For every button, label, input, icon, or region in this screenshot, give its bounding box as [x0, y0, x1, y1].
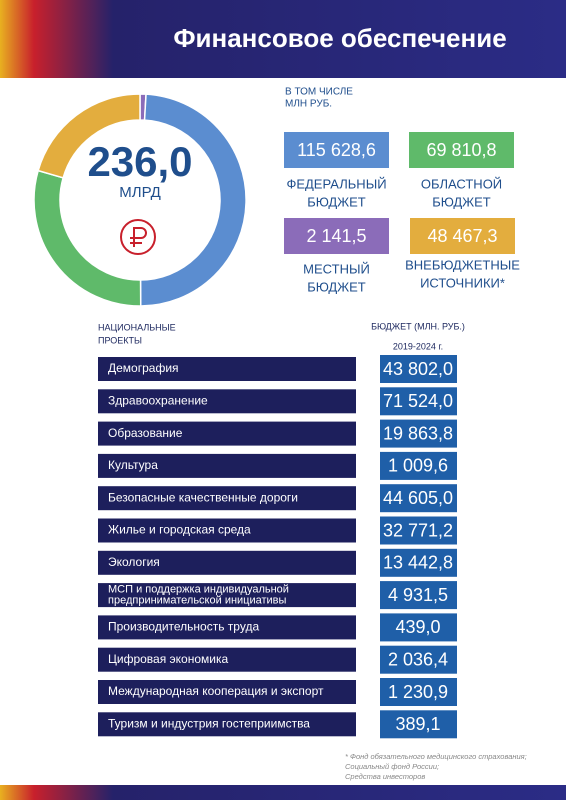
budget-cell: [380, 355, 457, 383]
project-bar: [98, 518, 356, 543]
project-name: Туризм и индустрия гостеприимства: [108, 716, 310, 730]
project-bar: [98, 680, 356, 704]
caption: МЛН РУБ.: [285, 99, 332, 110]
table-header: НАЦИОНАЛЬНЫЕ: [98, 322, 176, 332]
project-budget: 13 442,8: [383, 553, 453, 573]
project-bar: [98, 550, 356, 575]
budget-label: БЮДЖЕТ: [432, 194, 491, 209]
project-budget: 4 931,5: [388, 585, 448, 605]
project-name: Образование: [108, 426, 183, 440]
budget-value: 69 810,8: [426, 140, 496, 160]
table-header: БЮДЖЕТ (МЛН. РУБ.): [371, 321, 465, 331]
budget-label: МЕСТНЫЙ: [303, 261, 370, 276]
total-value: 236,0: [87, 138, 192, 185]
project-bar: [98, 357, 356, 381]
budget-cell: [380, 613, 457, 642]
project-bar: [98, 712, 356, 737]
project-budget: 1 230,9: [388, 682, 448, 702]
project-budget: 1 009,6: [388, 456, 448, 476]
footnote: * Фонд обязательного медицинского страхо…: [345, 752, 527, 761]
project-budget: 32 771,2: [383, 520, 453, 540]
project-name: Международная кооперация и экспорт: [108, 684, 324, 698]
budget-cell: [380, 419, 457, 448]
budget-cell: [380, 516, 457, 545]
project-budget: 389,1: [395, 714, 440, 734]
project-bar: [98, 647, 356, 672]
ruble-icon: [120, 219, 156, 255]
project-budget: 439,0: [395, 617, 440, 637]
budget-cell: [380, 387, 457, 416]
project-name: предпринимательской инициативы: [108, 595, 287, 607]
header-band: [0, 0, 566, 78]
budget-cell: [380, 710, 457, 739]
budget-value: 48 467,3: [427, 226, 497, 246]
caption: В ТОМ ЧИСЛЕ: [285, 87, 353, 98]
donut-segment: [37, 93, 141, 179]
budget-label: ФЕДЕРАЛЬНЫЙ: [286, 176, 386, 191]
budget-label: БЮДЖЕТ: [307, 194, 366, 209]
project-name: Производительность труда: [108, 620, 259, 634]
budget-cell: [380, 678, 457, 706]
project-name: Экология: [108, 555, 160, 569]
project-budget: 43 802,0: [383, 359, 453, 379]
footer-band: [0, 785, 566, 800]
budget-label: ИСТОЧНИКИ*: [420, 275, 505, 290]
project-bar: [98, 453, 356, 478]
budget-cell: [380, 484, 457, 513]
project-budget: 71 524,0: [383, 391, 453, 411]
donut-segment: [139, 93, 247, 307]
footnote: Социальный фонд России;: [345, 762, 439, 771]
project-bar: [98, 389, 356, 414]
budget-box: [284, 218, 389, 254]
budget-box: [409, 132, 514, 168]
budget-box: [284, 132, 389, 168]
budget-value: 2 141,5: [306, 226, 366, 246]
total-unit: МЛРД: [119, 184, 161, 201]
budget-box: [410, 218, 515, 254]
table-period: 2019-2024 г.: [393, 341, 443, 351]
project-bar: [98, 583, 356, 608]
budget-value: 115 628,6: [297, 140, 376, 160]
budget-label: БЮДЖЕТ: [307, 279, 366, 294]
project-bar: [98, 421, 356, 446]
project-bar: [98, 615, 356, 640]
project-name: МСП и поддержка индивидуальной: [108, 584, 289, 596]
project-budget: 2 036,4: [388, 649, 448, 669]
project-name: Безопасные качественные дороги: [108, 490, 298, 504]
budget-label: ОБЛАСТНОЙ: [421, 176, 502, 191]
project-name: Здравоохранение: [108, 393, 208, 407]
project-budget: 19 863,8: [383, 423, 453, 443]
table-header: ПРОЕКТЫ: [98, 335, 142, 345]
project-name: Культура: [108, 458, 158, 472]
footnote: Средства инвесторов: [345, 772, 425, 781]
budget-cell: [380, 581, 457, 610]
project-name: Цифровая экономика: [108, 652, 228, 666]
budget-cell: [380, 548, 457, 577]
title: Финансовое обеспечение: [173, 23, 506, 53]
project-budget: 44 605,0: [383, 488, 453, 508]
budget-cell: [380, 451, 457, 480]
project-bar: [98, 486, 356, 511]
project-name: Демография: [108, 361, 179, 375]
project-name: Жилье и городская среда: [108, 523, 251, 537]
budget-cell: [380, 645, 457, 674]
budget-label: ВНЕБЮДЖЕТНЫЕ: [405, 257, 520, 272]
